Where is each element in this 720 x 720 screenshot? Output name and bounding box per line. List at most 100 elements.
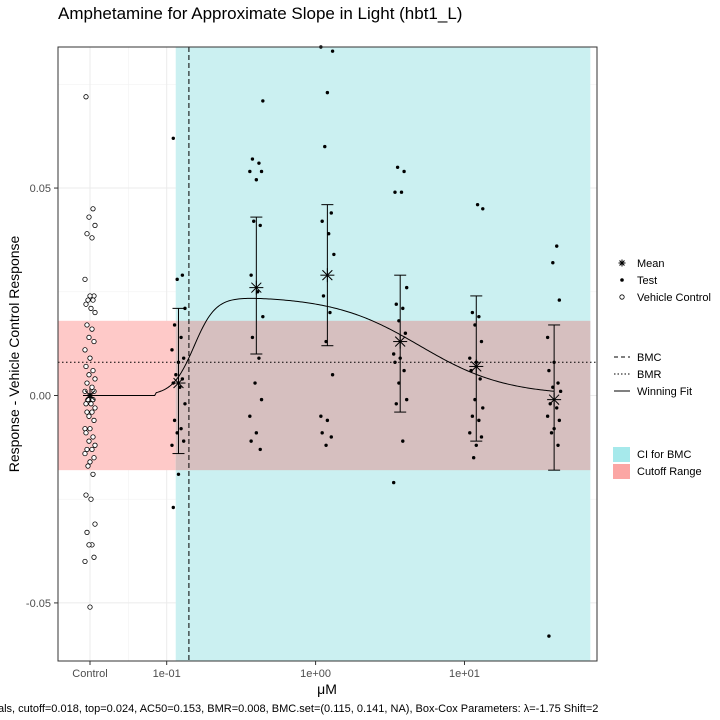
vehicle-control-point <box>86 214 92 220</box>
test-point <box>325 418 330 423</box>
test-point <box>549 431 554 435</box>
y-tick-label: -0.05 <box>26 598 51 610</box>
vehicle-control-point <box>92 376 98 382</box>
test-point <box>248 169 252 174</box>
legend-item-mean: Mean <box>618 258 665 270</box>
test-point <box>558 389 563 394</box>
test-point <box>321 294 326 298</box>
test-point <box>395 165 400 170</box>
test-point <box>328 310 332 315</box>
control-mean-marker <box>83 388 97 403</box>
test-point <box>394 302 398 306</box>
vehicle-control-point <box>83 363 89 370</box>
test-point <box>171 505 175 510</box>
legend-item-ci: CI for BMC <box>613 447 691 462</box>
test-point <box>170 348 174 352</box>
panel-border <box>57 46 598 662</box>
vehicle-control-point <box>88 496 94 502</box>
legend-label: BMC <box>637 352 662 364</box>
test-point <box>479 339 484 344</box>
vehicle-control-point <box>84 446 90 453</box>
test-point <box>254 431 259 435</box>
test-point <box>258 223 262 228</box>
test-point <box>555 406 559 410</box>
test-point <box>176 472 181 477</box>
vehicle-control-point <box>90 206 96 212</box>
test-point <box>179 335 183 340</box>
test-point <box>545 414 550 418</box>
test-point <box>253 381 257 385</box>
test-point <box>174 373 178 377</box>
vehicle-control-point <box>90 397 96 403</box>
vehicle-control-point <box>90 471 96 477</box>
legend-label: Cutoff Range <box>637 466 702 478</box>
vehicle-control-point <box>89 409 95 415</box>
test-point <box>556 381 560 385</box>
test-point <box>329 211 333 215</box>
vehicle-control-point <box>84 380 90 386</box>
cutoff-band-overlap <box>175 320 591 471</box>
x-axis-label: μM <box>317 681 337 697</box>
legend-item-cutoff: Cutoff Range <box>613 464 702 479</box>
vehicle-control-point <box>83 401 89 407</box>
test-point <box>319 414 323 418</box>
vehicle-control-point <box>85 297 91 303</box>
vehicle-control-point <box>92 521 98 527</box>
plot-area: Control 1e-01 1e+00 1e+01 -0.05 0.00 0.05 <box>26 45 598 680</box>
test-point <box>394 402 398 406</box>
test-point <box>252 219 256 223</box>
y-tick-label: 0.00 <box>30 390 51 402</box>
test-point <box>557 298 562 302</box>
chart-title: Amphetamine for Approximate Slope in Lig… <box>58 4 462 23</box>
test-point <box>468 356 472 360</box>
test-point <box>180 273 185 277</box>
test-point <box>547 634 551 638</box>
test-point <box>478 377 482 381</box>
test-point <box>477 418 481 423</box>
y-tick-label: 0.05 <box>30 183 51 195</box>
test-point <box>471 456 476 460</box>
test-point <box>248 414 252 418</box>
test-point <box>320 431 324 435</box>
test-point <box>183 402 187 406</box>
legend-key-asterisk <box>618 259 626 267</box>
vehicle-control-point <box>83 94 89 100</box>
test-point <box>172 323 177 327</box>
x-tick-label: 1e+00 <box>300 668 331 680</box>
test-point <box>171 136 175 140</box>
vehicle-control-point <box>88 401 94 407</box>
test-point <box>329 435 333 439</box>
vehicle-control-point <box>87 293 93 299</box>
vehicle-control-point <box>92 309 98 316</box>
vehicle-control-point <box>84 529 90 535</box>
vehicle-control-point <box>88 305 94 311</box>
dose-mean-marker <box>249 280 264 295</box>
legend-item-vehicle: Vehicle Control <box>619 292 711 304</box>
test-point <box>547 368 551 373</box>
legend-key-circle <box>619 294 625 300</box>
dose-mean-marker <box>171 376 186 391</box>
legend-key-dot <box>620 278 624 282</box>
test-point <box>257 356 261 360</box>
dose-mean-marker <box>393 334 408 349</box>
vehicle-control-point <box>83 430 89 436</box>
test-point <box>477 314 481 319</box>
legend-item-bmc: BMC <box>614 352 662 364</box>
test-point <box>258 447 262 452</box>
test-point <box>404 285 409 290</box>
test-point <box>391 352 396 356</box>
test-point <box>470 310 475 315</box>
test-point <box>323 144 327 149</box>
legend-item-test: Test <box>620 275 657 287</box>
legend-label: CI for BMC <box>637 449 691 461</box>
test-point <box>401 306 405 311</box>
test-point <box>181 356 186 360</box>
test-point <box>402 169 406 174</box>
x-tick-label: 1e-01 <box>153 668 181 680</box>
chart-caption: als, cutoff=0.018, top=0.024, AC50=0.153… <box>0 703 598 715</box>
test-point <box>325 90 330 95</box>
x-tick-label: 1e+01 <box>449 668 480 680</box>
vehicle-control-point <box>84 231 90 237</box>
test-point <box>470 414 475 418</box>
vehicle-control-point <box>86 438 92 444</box>
